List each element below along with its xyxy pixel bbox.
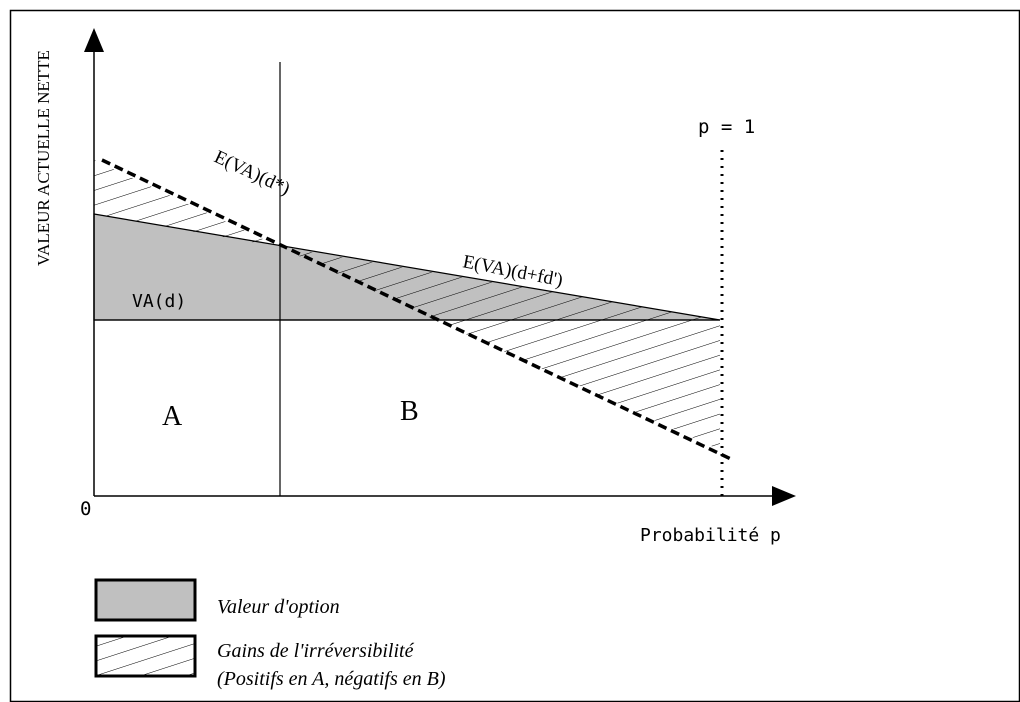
curve-dstar-label: E(VA)(d*) [211,146,293,199]
legend-option-label: Valeur d'option [217,596,340,618]
legend-hatch-swatch [94,634,197,678]
region-a-label: A [162,401,183,432]
region-b-label: B [400,396,419,427]
vad-label: VA(d) [132,291,186,312]
y-axis-arrow [84,28,104,52]
irreversibility-region-b-upper [280,247,720,320]
origin-label: 0 [80,498,91,520]
legend-hatch-note: (Positifs en A, négatifs en B) [217,668,446,690]
y-axis-label: VALEUR ACTUELLE NETTE [34,50,53,266]
curve-dstar [101,158,734,462]
legend-hatch-label: Gains de l'irréversibilité [217,640,415,662]
x-axis-label: Probabilité p [640,525,781,546]
irreversibility-region-a [94,160,280,247]
legend-option-swatch [94,578,197,622]
x-axis-arrow [772,486,796,506]
p1-label: p = 1 [698,116,755,138]
